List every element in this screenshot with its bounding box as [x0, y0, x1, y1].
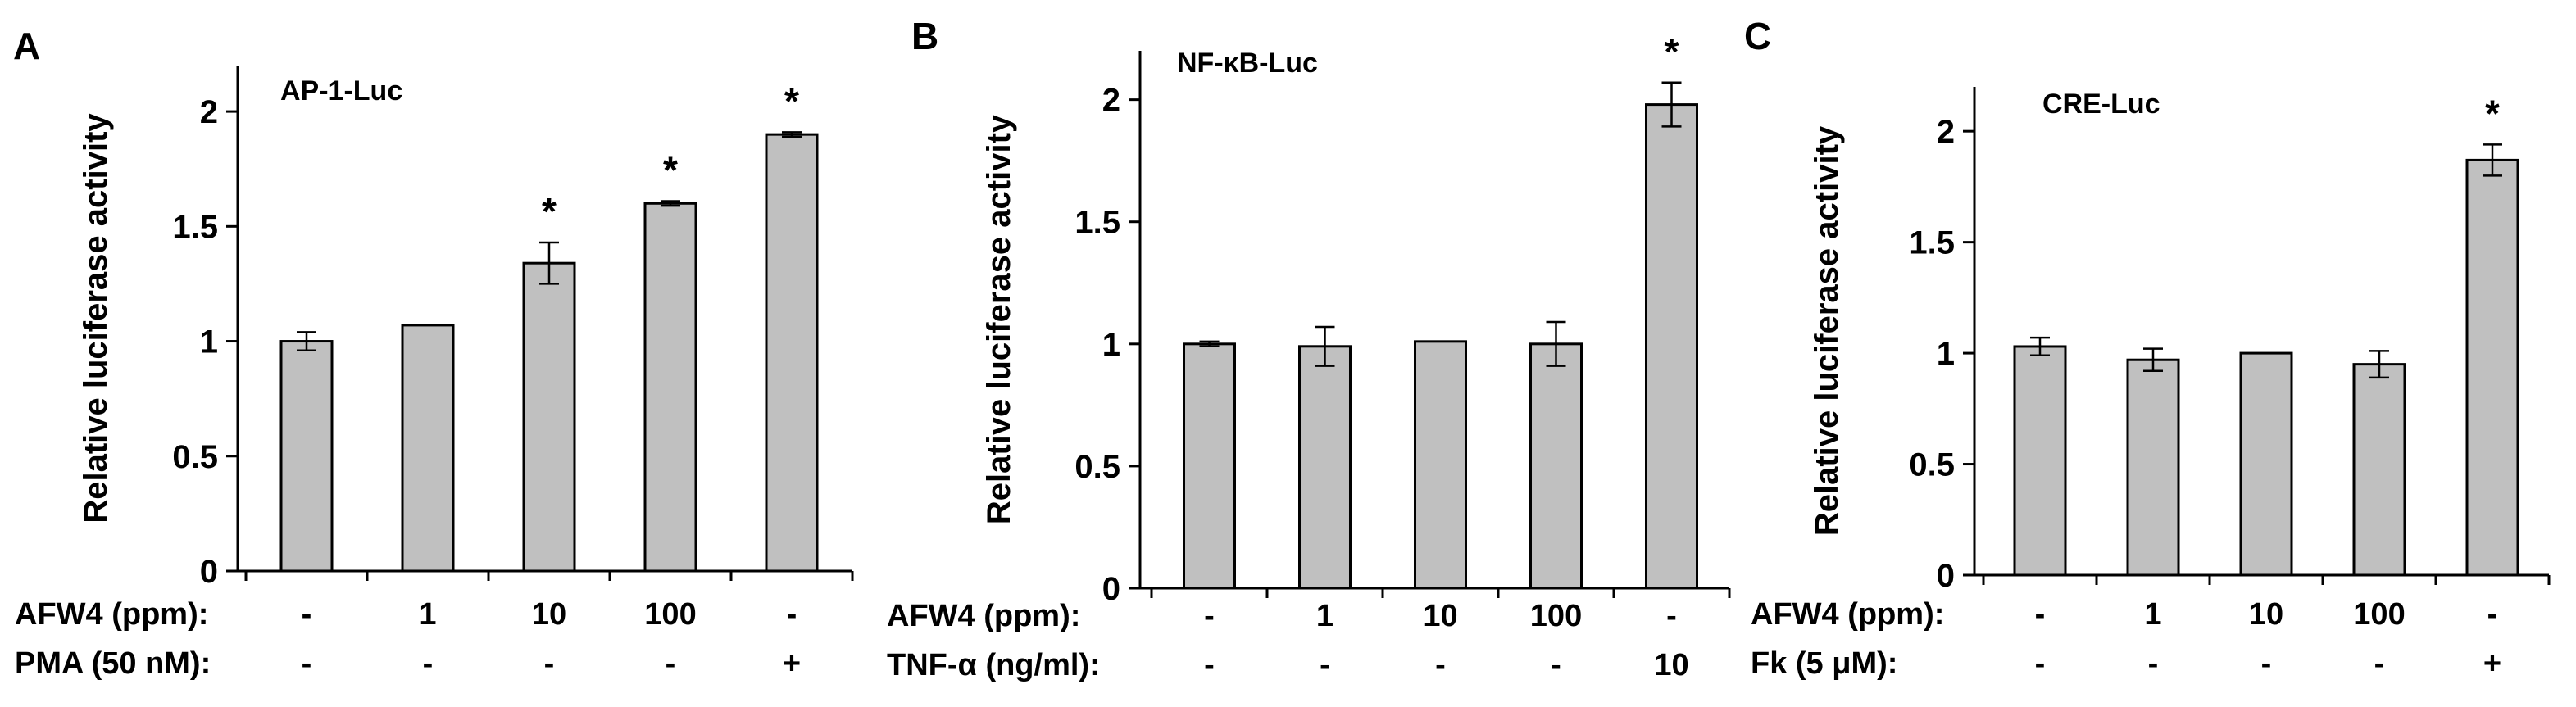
significance-marker: *: [1665, 30, 1679, 73]
chart-b: B NF-κB-Luc Relative luciferase activity 0 0…: [887, 15, 1731, 682]
condition-value: -: [2374, 646, 2385, 681]
bar: [279, 340, 334, 573]
y-tick-label: 2: [1102, 83, 1120, 119]
condition-value: -: [1551, 648, 1561, 682]
condition-value: 100: [2353, 597, 2405, 632]
condition-value: +: [783, 646, 801, 681]
bar: [1645, 103, 1698, 590]
condition-value: -: [302, 597, 312, 632]
significance-marker: *: [542, 190, 557, 233]
bar: [1183, 342, 1236, 590]
bar: [2239, 351, 2293, 577]
condition-value: +: [2483, 646, 2501, 681]
condition-value: -: [1204, 648, 1215, 682]
significance-marker: *: [663, 148, 678, 191]
condition-value: -: [423, 646, 434, 681]
chart-title: CRE-Luc: [2042, 88, 2160, 120]
y-axis-label: Relative luciferase activity: [1809, 125, 1845, 536]
panel-c: C CRE-Luc Relative luciferase activity 0 0.5…: [1721, 0, 2576, 707]
condition-value: -: [2035, 646, 2046, 681]
condition-row-label: Fk (5 μM):: [1751, 646, 1897, 681]
condition-value: 100: [644, 597, 696, 632]
bar: [401, 324, 455, 573]
y-tick-label: 1.5: [1074, 205, 1120, 241]
condition-row-label: TNF-α (ng/ml):: [887, 648, 1100, 682]
condition-value: -: [2261, 646, 2272, 681]
chart-title: NF-κB-Luc: [1177, 48, 1318, 79]
condition-value: -: [1320, 648, 1330, 682]
y-axis-label: Relative luciferase activity: [78, 113, 114, 523]
y-tick-label: 2: [200, 94, 218, 130]
bar: [765, 133, 819, 573]
condition-row-label: AFW4 (ppm):: [887, 599, 1080, 633]
condition-row-label: PMA (50 nM):: [15, 646, 211, 681]
condition-value: -: [787, 597, 797, 632]
condition-value: 100: [1530, 599, 1582, 633]
bar: [643, 202, 697, 573]
bar: [2126, 358, 2180, 577]
bar: [1414, 340, 1467, 590]
y-tick-label: 0: [1102, 571, 1120, 607]
y-tick-label: 0.5: [1074, 449, 1120, 485]
bar: [1529, 342, 1583, 590]
condition-value: 10: [532, 597, 566, 632]
condition-value: -: [2035, 597, 2046, 632]
condition-value: -: [666, 646, 676, 681]
significance-marker: *: [784, 79, 799, 122]
y-tick-label: 1: [1937, 336, 1955, 372]
condition-value: -: [1204, 599, 1215, 633]
panel-b: B NF-κB-Luc Relative luciferase activity 0 0…: [869, 0, 1731, 707]
condition-value: 10: [1423, 599, 1457, 633]
panel-letter-a: A: [13, 25, 40, 67]
bar: [522, 261, 576, 573]
chart-title: AP-1-Luc: [280, 75, 402, 107]
condition-value: -: [2487, 597, 2498, 632]
y-tick-label: 1.5: [1909, 225, 1955, 261]
condition-value: -: [302, 646, 312, 681]
condition-row-label: AFW4 (ppm):: [15, 597, 208, 632]
chart-c: C CRE-Luc Relative luciferase activity 0 0.5…: [1744, 15, 2551, 681]
y-tick-label: 1.5: [172, 209, 218, 245]
y-tick-label: 0.5: [1909, 447, 1955, 483]
panel-letter-c: C: [1744, 15, 1771, 57]
bar: [2352, 363, 2406, 577]
y-tick-label: 0: [200, 554, 218, 590]
bar: [2465, 158, 2519, 577]
condition-value: -: [1435, 648, 1446, 682]
panel-a: A AP-1-Luc Relative luciferase activity 0 0.…: [0, 0, 869, 707]
condition-value: 10: [1654, 648, 1688, 682]
chart-a: A AP-1-Luc Relative luciferase activity 0 0.…: [13, 25, 854, 681]
y-tick-label: 2: [1937, 114, 1955, 150]
condition-row-label: AFW4 (ppm):: [1751, 597, 1944, 632]
significance-marker: *: [2485, 92, 2500, 134]
y-tick-label: 1: [1102, 327, 1120, 363]
condition-value: -: [1666, 599, 1677, 633]
bar: [2013, 345, 2067, 577]
y-tick-label: 0.5: [172, 439, 218, 475]
condition-value: 1: [2144, 597, 2161, 632]
panel-letter-b: B: [911, 15, 938, 57]
bar: [1298, 345, 1352, 590]
condition-value: 10: [2249, 597, 2283, 632]
y-tick-label: 0: [1937, 558, 1955, 594]
condition-value: -: [544, 646, 555, 681]
condition-value: -: [2148, 646, 2159, 681]
condition-value: 1: [419, 597, 436, 632]
y-tick-label: 1: [200, 324, 218, 360]
condition-value: 1: [1316, 599, 1333, 633]
y-axis-label: Relative luciferase activity: [981, 114, 1017, 524]
